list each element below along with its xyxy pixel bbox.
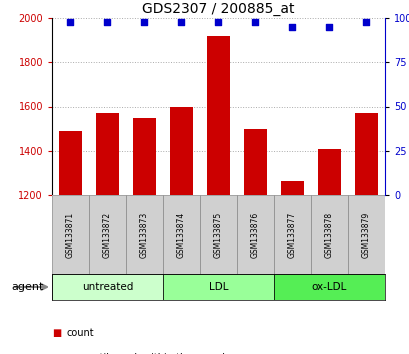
- Bar: [59, 131, 81, 195]
- Text: GSM133873: GSM133873: [139, 211, 148, 258]
- Bar: [355, 113, 377, 195]
- Point: [178, 19, 184, 24]
- Bar: [207, 36, 229, 195]
- FancyBboxPatch shape: [236, 195, 273, 274]
- Text: ■: ■: [52, 353, 61, 354]
- Text: GSM133876: GSM133876: [250, 211, 259, 258]
- Text: agent: agent: [11, 282, 44, 292]
- FancyBboxPatch shape: [89, 195, 126, 274]
- FancyBboxPatch shape: [163, 195, 200, 274]
- FancyBboxPatch shape: [52, 195, 89, 274]
- Text: GSM133877: GSM133877: [287, 211, 296, 258]
- Bar: [318, 149, 340, 195]
- Text: LDL: LDL: [208, 282, 228, 292]
- Bar: [281, 181, 303, 195]
- Point: [362, 19, 369, 24]
- Text: untreated: untreated: [82, 282, 133, 292]
- Point: [326, 24, 332, 30]
- Text: GSM133874: GSM133874: [177, 211, 186, 258]
- Text: GSM133875: GSM133875: [213, 211, 222, 258]
- Text: GSM133878: GSM133878: [324, 211, 333, 258]
- Bar: [170, 107, 192, 195]
- FancyBboxPatch shape: [273, 195, 310, 274]
- Point: [215, 19, 221, 24]
- Title: GDS2307 / 200885_at: GDS2307 / 200885_at: [142, 1, 294, 16]
- Point: [252, 19, 258, 24]
- Text: GSM133871: GSM133871: [66, 211, 75, 258]
- Bar: [244, 129, 266, 195]
- Point: [104, 19, 110, 24]
- FancyBboxPatch shape: [347, 195, 384, 274]
- Point: [141, 19, 147, 24]
- Text: ox-LDL: ox-LDL: [311, 282, 346, 292]
- FancyBboxPatch shape: [273, 274, 384, 300]
- FancyBboxPatch shape: [126, 195, 163, 274]
- Bar: [133, 118, 155, 195]
- FancyBboxPatch shape: [200, 195, 236, 274]
- FancyBboxPatch shape: [163, 274, 273, 300]
- FancyBboxPatch shape: [310, 195, 347, 274]
- Text: GSM133879: GSM133879: [361, 211, 370, 258]
- Text: count: count: [66, 328, 94, 338]
- Text: percentile rank within the sample: percentile rank within the sample: [66, 353, 231, 354]
- Point: [288, 24, 295, 30]
- Text: GSM133872: GSM133872: [103, 211, 112, 258]
- Bar: [96, 113, 118, 195]
- FancyBboxPatch shape: [52, 274, 163, 300]
- Point: [67, 19, 74, 24]
- Text: ■: ■: [52, 328, 61, 338]
